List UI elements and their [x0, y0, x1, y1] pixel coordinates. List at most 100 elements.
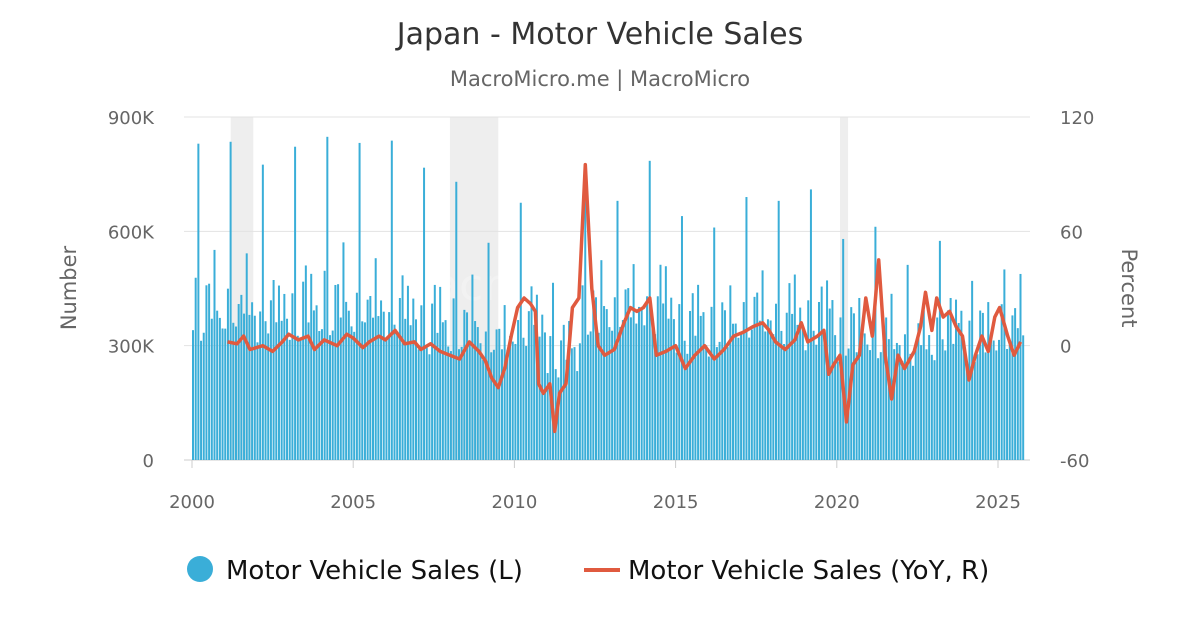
bar-2014-4 — [651, 322, 654, 460]
bar-2019-1 — [804, 350, 807, 460]
bar-2025-4 — [1006, 348, 1009, 460]
bar-2018-5 — [783, 344, 786, 460]
bar-2024-8 — [984, 352, 987, 460]
legend-item-line[interactable]: Motor Vehicle Sales (YoY, R) — [584, 556, 989, 586]
bar-2019-5 — [815, 344, 818, 460]
bar-2022-11 — [928, 335, 931, 460]
bar-2012-11 — [605, 309, 608, 460]
bar-2002-4 — [264, 321, 267, 460]
bar-2004-7 — [337, 284, 340, 460]
bar-2008-8 — [468, 341, 471, 460]
bar-2011-5 — [557, 377, 560, 460]
bar-2012-8 — [597, 332, 600, 460]
bar-2020-2 — [839, 317, 842, 460]
bar-2006-3 — [390, 140, 393, 460]
bar-2019-6 — [817, 301, 820, 460]
bar-2011-7 — [562, 324, 565, 460]
bar-2021-3 — [874, 226, 877, 460]
bar-2017-12 — [769, 320, 772, 460]
bar-2004-11 — [347, 310, 350, 460]
bar-2018-11 — [799, 307, 802, 460]
bar-2022-2 — [903, 334, 906, 460]
bar-2009-12 — [511, 341, 514, 460]
bar-2001-10 — [248, 314, 251, 460]
bar-2007-6 — [431, 303, 434, 460]
bar-2025-9 — [1019, 273, 1022, 460]
bar-2006-7 — [401, 275, 404, 460]
bar-2015-11 — [702, 312, 705, 460]
bar-2012-4 — [586, 334, 589, 460]
bar-2002-11 — [283, 293, 286, 460]
bar-2022-10 — [925, 349, 928, 460]
legend-circle-marker — [187, 556, 213, 582]
bar-2016-1 — [707, 356, 710, 460]
bar-2025-10 — [1022, 335, 1025, 460]
bar-2009-6 — [495, 329, 498, 460]
bar-2011-1 — [546, 373, 549, 460]
bar-2002-3 — [261, 164, 264, 460]
bar-2018-12 — [801, 330, 804, 460]
bar-2011-9 — [568, 321, 571, 460]
x-tick-labels: 2000 2005 2010 2015 2020 2025 — [169, 460, 1021, 513]
bar-2003-10 — [312, 310, 315, 460]
bar-2011-12 — [576, 371, 579, 460]
bar-2025-7 — [1014, 308, 1017, 460]
bar-2002-5 — [267, 333, 270, 460]
bar-2017-8 — [758, 320, 761, 460]
bar-2013-10 — [635, 323, 638, 460]
bar-2014-7 — [659, 264, 662, 460]
bar-2009-10 — [506, 349, 509, 460]
bar-2019-3 — [809, 189, 812, 460]
bar-2010-3 — [519, 202, 522, 460]
bar-2008-7 — [466, 312, 469, 460]
bar-2020-7 — [852, 313, 855, 460]
x-tick-1: 2005 — [330, 492, 376, 513]
bar-2015-2 — [678, 304, 681, 460]
bar-2025-3 — [1003, 269, 1006, 460]
bar-2003-7 — [304, 265, 307, 460]
bar-2005-11 — [380, 300, 383, 460]
bar-2024-9 — [987, 302, 990, 460]
bar-2018-4 — [780, 330, 783, 460]
bar-2020-10 — [860, 334, 863, 460]
bar-series-motor-vehicle-sales — [192, 136, 1025, 461]
bar-2011-3 — [552, 282, 555, 460]
bar-2004-9 — [342, 242, 345, 460]
bar-2017-10 — [764, 331, 767, 460]
bar-2005-2 — [355, 292, 358, 460]
bar-2021-5 — [879, 352, 882, 460]
bar-2003-1 — [288, 339, 291, 460]
bar-2003-8 — [307, 322, 310, 460]
bar-2016-10 — [732, 323, 735, 460]
bar-2005-6 — [366, 299, 369, 460]
bar-2016-3 — [713, 227, 716, 460]
bar-2007-2 — [420, 305, 423, 460]
legend-item-bars[interactable]: Motor Vehicle Sales (L) — [187, 556, 523, 586]
bar-2013-4 — [619, 326, 622, 460]
bar-2000-7 — [208, 283, 211, 460]
bar-2022-6 — [914, 344, 917, 460]
bar-2020-1 — [836, 361, 839, 460]
bar-2019-12 — [834, 335, 837, 460]
bar-2000-6 — [205, 285, 208, 460]
bar-2009-5 — [492, 349, 495, 460]
bar-2023-3 — [938, 240, 941, 460]
bar-2012-2 — [581, 285, 584, 460]
bar-2025-1 — [998, 339, 1000, 460]
bar-2005-12 — [382, 311, 385, 460]
bar-2003-6 — [302, 281, 305, 460]
bar-2020-8 — [855, 352, 858, 460]
bar-2008-11 — [476, 327, 479, 460]
bar-2024-4 — [973, 361, 976, 460]
bar-2005-1 — [353, 331, 356, 460]
bar-2023-6 — [946, 310, 949, 460]
bar-2016-12 — [737, 337, 740, 460]
bar-2002-7 — [272, 280, 275, 460]
bar-2007-9 — [439, 286, 442, 460]
bar-2005-9 — [374, 258, 377, 460]
x-tick-5: 2025 — [975, 492, 1021, 513]
bar-2008-12 — [479, 343, 482, 460]
y-right-axis-title: Percent — [1117, 248, 1141, 327]
y-right-tick-0: -60 — [1060, 451, 1089, 472]
